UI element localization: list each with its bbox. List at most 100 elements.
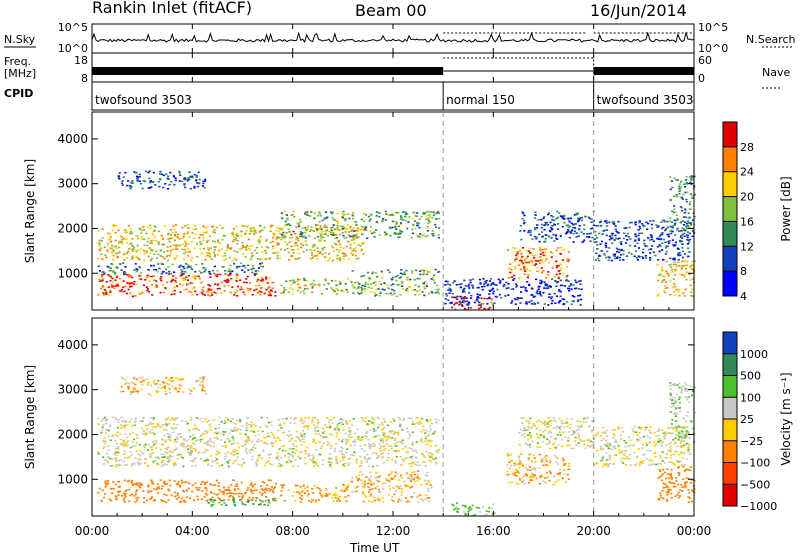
echo-cell [142, 453, 144, 455]
echo-cell [294, 233, 296, 235]
echo-cell [336, 433, 338, 435]
echo-cell [489, 307, 491, 309]
echo-cell [366, 431, 368, 433]
echo-cell [414, 474, 416, 476]
echo-cell [178, 454, 180, 456]
echo-cell [382, 501, 384, 503]
echo-cell [217, 453, 219, 455]
echo-cell [117, 257, 119, 259]
echo-cell [303, 426, 305, 428]
echo-cell [373, 444, 375, 446]
echo-cell [153, 172, 155, 174]
echo-cell [123, 439, 125, 441]
echo-cell [620, 244, 622, 246]
echo-cell [105, 486, 107, 488]
echo-cell [154, 225, 156, 227]
echo-cell [341, 450, 343, 452]
echo-cell [378, 435, 380, 437]
echo-cell [241, 501, 243, 503]
echo-cell [110, 500, 112, 502]
echo-cell [230, 248, 232, 250]
echo-cell [212, 501, 214, 503]
echo-cell [204, 259, 206, 261]
echo-cell [189, 251, 191, 253]
echo-cell [161, 263, 163, 265]
echo-cell [187, 451, 189, 453]
echo-cell [176, 248, 178, 250]
echo-cell [199, 384, 201, 386]
echo-cell [684, 186, 686, 188]
echo-cell [382, 440, 384, 442]
echo-cell [250, 228, 252, 230]
echo-cell [180, 272, 182, 274]
echo-cell [173, 184, 175, 186]
echo-cell [450, 290, 452, 292]
echo-cell [182, 457, 184, 459]
echo-cell [472, 287, 474, 289]
echo-cell [187, 180, 189, 182]
echo-cell [236, 485, 238, 487]
echo-cell [412, 442, 414, 444]
echo-cell [327, 235, 329, 237]
echo-cell [112, 255, 114, 257]
echo-cell [491, 299, 493, 301]
echo-cell [528, 301, 530, 303]
echo-cell [350, 226, 352, 228]
echo-cell [671, 180, 673, 182]
echo-cell [347, 278, 349, 280]
echo-cell [538, 286, 540, 288]
echo-cell [409, 435, 411, 437]
echo-cell [531, 260, 533, 262]
echo-cell [155, 251, 157, 253]
echo-cell [110, 236, 112, 238]
echo-cell [431, 423, 433, 425]
echo-cell [227, 244, 229, 246]
echo-cell [186, 289, 188, 291]
echo-cell [302, 490, 304, 492]
echo-cell [401, 283, 403, 285]
echo-cell [218, 417, 220, 419]
echo-cell [502, 279, 504, 281]
echo-cell [411, 472, 413, 474]
echo-cell [300, 433, 302, 435]
echo-cell [266, 433, 268, 435]
echo-cell [429, 211, 431, 213]
echo-cell [430, 461, 432, 463]
echo-cell [288, 453, 290, 455]
echo-cell [224, 441, 226, 443]
echo-cell [690, 224, 692, 226]
echo-cell [181, 420, 183, 422]
echo-cell [175, 246, 177, 248]
echo-cell [351, 250, 353, 252]
echo-cell [684, 295, 686, 297]
echo-cell [193, 187, 195, 189]
echo-cell [187, 231, 189, 233]
echo-region [451, 502, 495, 516]
echo-cell [351, 477, 353, 479]
echo-cell [306, 227, 308, 229]
echo-cell [147, 449, 149, 451]
echo-cell [691, 289, 693, 291]
echo-cell [113, 249, 115, 251]
echo-cell [499, 294, 501, 296]
echo-cell [299, 219, 301, 221]
echo-cell [241, 493, 243, 495]
echo-cell [132, 483, 134, 485]
echo-cell [309, 258, 311, 260]
echo-cell [390, 448, 392, 450]
echo-cell [256, 281, 258, 283]
echo-cell [118, 486, 120, 488]
echo-cell [303, 279, 305, 281]
echo-cell [149, 228, 151, 230]
echo-cell [352, 292, 354, 294]
echo-cell [325, 229, 327, 231]
echo-cell [247, 288, 249, 290]
echo-cell [524, 269, 526, 271]
echo-cell [245, 442, 247, 444]
echo-cell [663, 291, 665, 293]
echo-cell [174, 427, 176, 429]
echo-cell [115, 246, 117, 248]
echo-cell [304, 463, 306, 465]
echo-cell [361, 448, 363, 450]
echo-cell [579, 295, 581, 297]
